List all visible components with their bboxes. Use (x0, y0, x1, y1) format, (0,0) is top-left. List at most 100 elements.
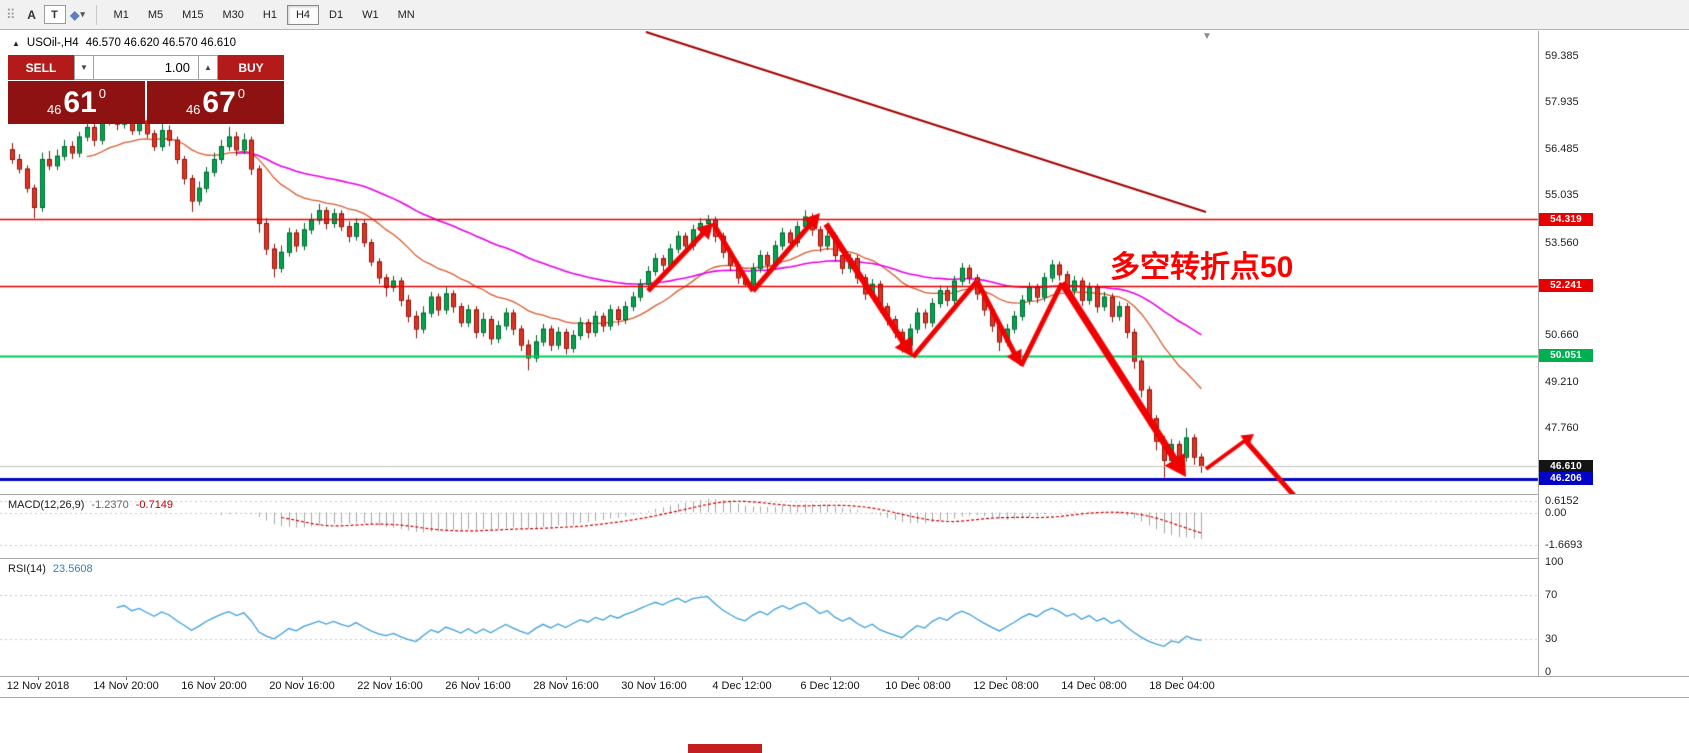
time-axis-label: 12 Nov 2018 (6, 680, 70, 692)
panel-divider (0, 676, 1689, 677)
macd-panel-canvas[interactable] (0, 495, 1689, 557)
shapes-icon: ◆ (70, 7, 80, 22)
sell-button[interactable]: SELL (8, 55, 74, 80)
timeframe-button-H4[interactable]: H4 (286, 4, 320, 25)
chart-text-annotation: 多空转折点50 (1110, 251, 1294, 284)
price-scale[interactable]: 59.38557.93556.48555.03553.56052.11050.6… (1539, 31, 1689, 678)
sell-price-whole: 46 (46, 102, 62, 117)
time-axis-label: 30 Nov 16:00 (621, 680, 687, 692)
time-axis-tick (830, 677, 831, 680)
rsi-scale-tick: 0 (1545, 666, 1552, 678)
sell-price-pips: 61 (63, 85, 97, 119)
time-axis-tick (390, 677, 391, 680)
time-axis-tick (478, 677, 479, 680)
chart-mini-icon: ▲ (12, 38, 20, 48)
timeframe-button-H1[interactable]: H1 (262, 8, 277, 21)
price-scale-tick: 53.560 (1545, 236, 1579, 249)
time-axis-tick (302, 677, 303, 680)
rsi-scale-tick: 30 (1545, 633, 1558, 645)
toolbar-grip-icon[interactable]: ⠿ (6, 6, 16, 22)
volume-increase-button[interactable]: ▲ (198, 55, 218, 80)
rsi-scale-tick: 100 (1545, 556, 1564, 568)
price-scale-tick: 55.035 (1545, 189, 1579, 202)
panel-divider (0, 697, 1689, 698)
timeframe-button-M1[interactable]: M1 (113, 8, 129, 21)
macd-scale-tick: 0.6152 (1545, 494, 1579, 507)
shapes-tool-button[interactable]: ◆ ▾ (68, 5, 88, 25)
price-tag-46.610: 46.610 (1539, 459, 1593, 473)
buy-price-whole: 46 (185, 102, 201, 117)
ohlc-values: 46.570 46.620 46.570 46.610 (85, 37, 236, 49)
sell-price-display[interactable]: 46 61 0 (8, 81, 145, 124)
timeframe-button-MN[interactable]: MN (397, 8, 415, 21)
volume-decrease-button[interactable]: ▼ (74, 55, 94, 80)
time-axis-label: 12 Dec 08:00 (973, 680, 1039, 692)
chevron-down-icon: ▾ (80, 9, 85, 19)
timeframe-button-W1[interactable]: W1 (362, 8, 379, 21)
panel-divider[interactable] (0, 558, 1689, 559)
time-axis[interactable]: 12 Nov 2018 14 Nov 20:00 16 Nov 20:00 20 No… (0, 677, 1689, 697)
sell-price-point: 0 (98, 86, 107, 101)
macd-scale-tick: -1.6693 (1545, 538, 1583, 551)
time-axis-label: 26 Nov 16:00 (445, 680, 511, 692)
time-axis-tick (1094, 677, 1095, 680)
time-axis-label: 4 Dec 12:00 (712, 680, 772, 692)
macd-signal-value: -0.7149 (135, 499, 174, 511)
time-axis-label: 18 Dec 04:00 (1149, 680, 1215, 692)
symbol-period-label: USOil-,H4 (26, 37, 79, 49)
price-scale-tick: 50.660 (1545, 329, 1579, 342)
buy-price-display[interactable]: 46 67 0 (147, 81, 284, 124)
chart-quote-header: ▲ USOil-,H4 46.570 46.620 46.570 46.610 (12, 37, 236, 49)
macd-name: MACD(12,26,9) (8, 499, 85, 511)
time-axis-label: 20 Nov 16:00 (269, 680, 335, 692)
rsi-scale-tick: 70 (1545, 589, 1558, 601)
time-axis-tick (654, 677, 655, 680)
chart-shift-marker-icon[interactable]: ▼ (1202, 31, 1212, 42)
one-click-trading-widget: SELL ▼ ▲ BUY 46 61 0 46 67 0 (8, 55, 284, 124)
timeframe-button-D1[interactable]: D1 (329, 8, 344, 21)
time-axis-tick (566, 677, 567, 680)
rsi-indicator-label: RSI(14) 23.5608 (8, 563, 93, 575)
panel-divider[interactable] (0, 494, 1689, 495)
caret-up-icon: ▲ (204, 63, 212, 72)
time-axis-tick (918, 677, 919, 680)
timeframe-button-M5[interactable]: M5 (147, 8, 164, 21)
toolbar-separator (95, 4, 97, 25)
macd-scale-tick: 0.00 (1545, 506, 1567, 519)
rsi-name: RSI(14) (8, 563, 46, 575)
rsi-panel-canvas[interactable] (0, 559, 1689, 676)
rsi-value: 23.5608 (52, 563, 93, 575)
price-tag-52.241: 52.241 (1539, 279, 1593, 293)
time-axis-label: 16 Nov 20:00 (181, 680, 247, 692)
macd-main-value: -1.2370 (91, 499, 129, 511)
time-axis-tick (38, 677, 39, 680)
price-tag-46.206: 46.206 (1539, 472, 1593, 486)
timeframe-button-M30[interactable]: M30 (222, 8, 244, 21)
timeframe-button-group: M1 M5 M15 M30 H1 H4 D1 W1 MN (105, 4, 424, 25)
time-axis-label: 6 Dec 12:00 (800, 680, 860, 692)
time-axis-label: 10 Dec 08:00 (885, 680, 951, 692)
top-toolbar: ⠿ A T ◆ ▾ M1 M5 M15 M30 H1 H4 D1 W1 MN (0, 0, 1689, 30)
time-axis-label: 22 Nov 16:00 (357, 680, 423, 692)
time-axis-tick (1182, 677, 1183, 680)
volume-input[interactable] (94, 55, 198, 80)
time-axis-tick (126, 677, 127, 680)
macd-indicator-label: MACD(12,26,9) -1.2370 -0.7149 (8, 499, 173, 511)
time-axis-tick (214, 677, 215, 680)
caret-down-icon: ▼ (80, 63, 88, 72)
price-scale-tick: 59.385 (1545, 50, 1579, 62)
scale-divider (1538, 31, 1539, 676)
time-axis-label: 14 Nov 20:00 (93, 680, 159, 692)
price-scale-tick: 56.485 (1545, 142, 1579, 155)
cursor-tool-button[interactable]: A (27, 7, 36, 22)
bottom-area (0, 698, 1689, 753)
buy-button[interactable]: BUY (218, 55, 284, 80)
time-axis-label: 14 Dec 08:00 (1061, 680, 1127, 692)
price-scale-tick: 47.760 (1545, 422, 1579, 435)
time-axis-tick (742, 677, 743, 680)
timeframe-button-M15[interactable]: M15 (182, 8, 204, 21)
price-tag-50.051: 50.051 (1539, 349, 1593, 363)
text-tool-button[interactable]: T (43, 5, 66, 24)
buy-price-pips: 67 (202, 85, 236, 119)
